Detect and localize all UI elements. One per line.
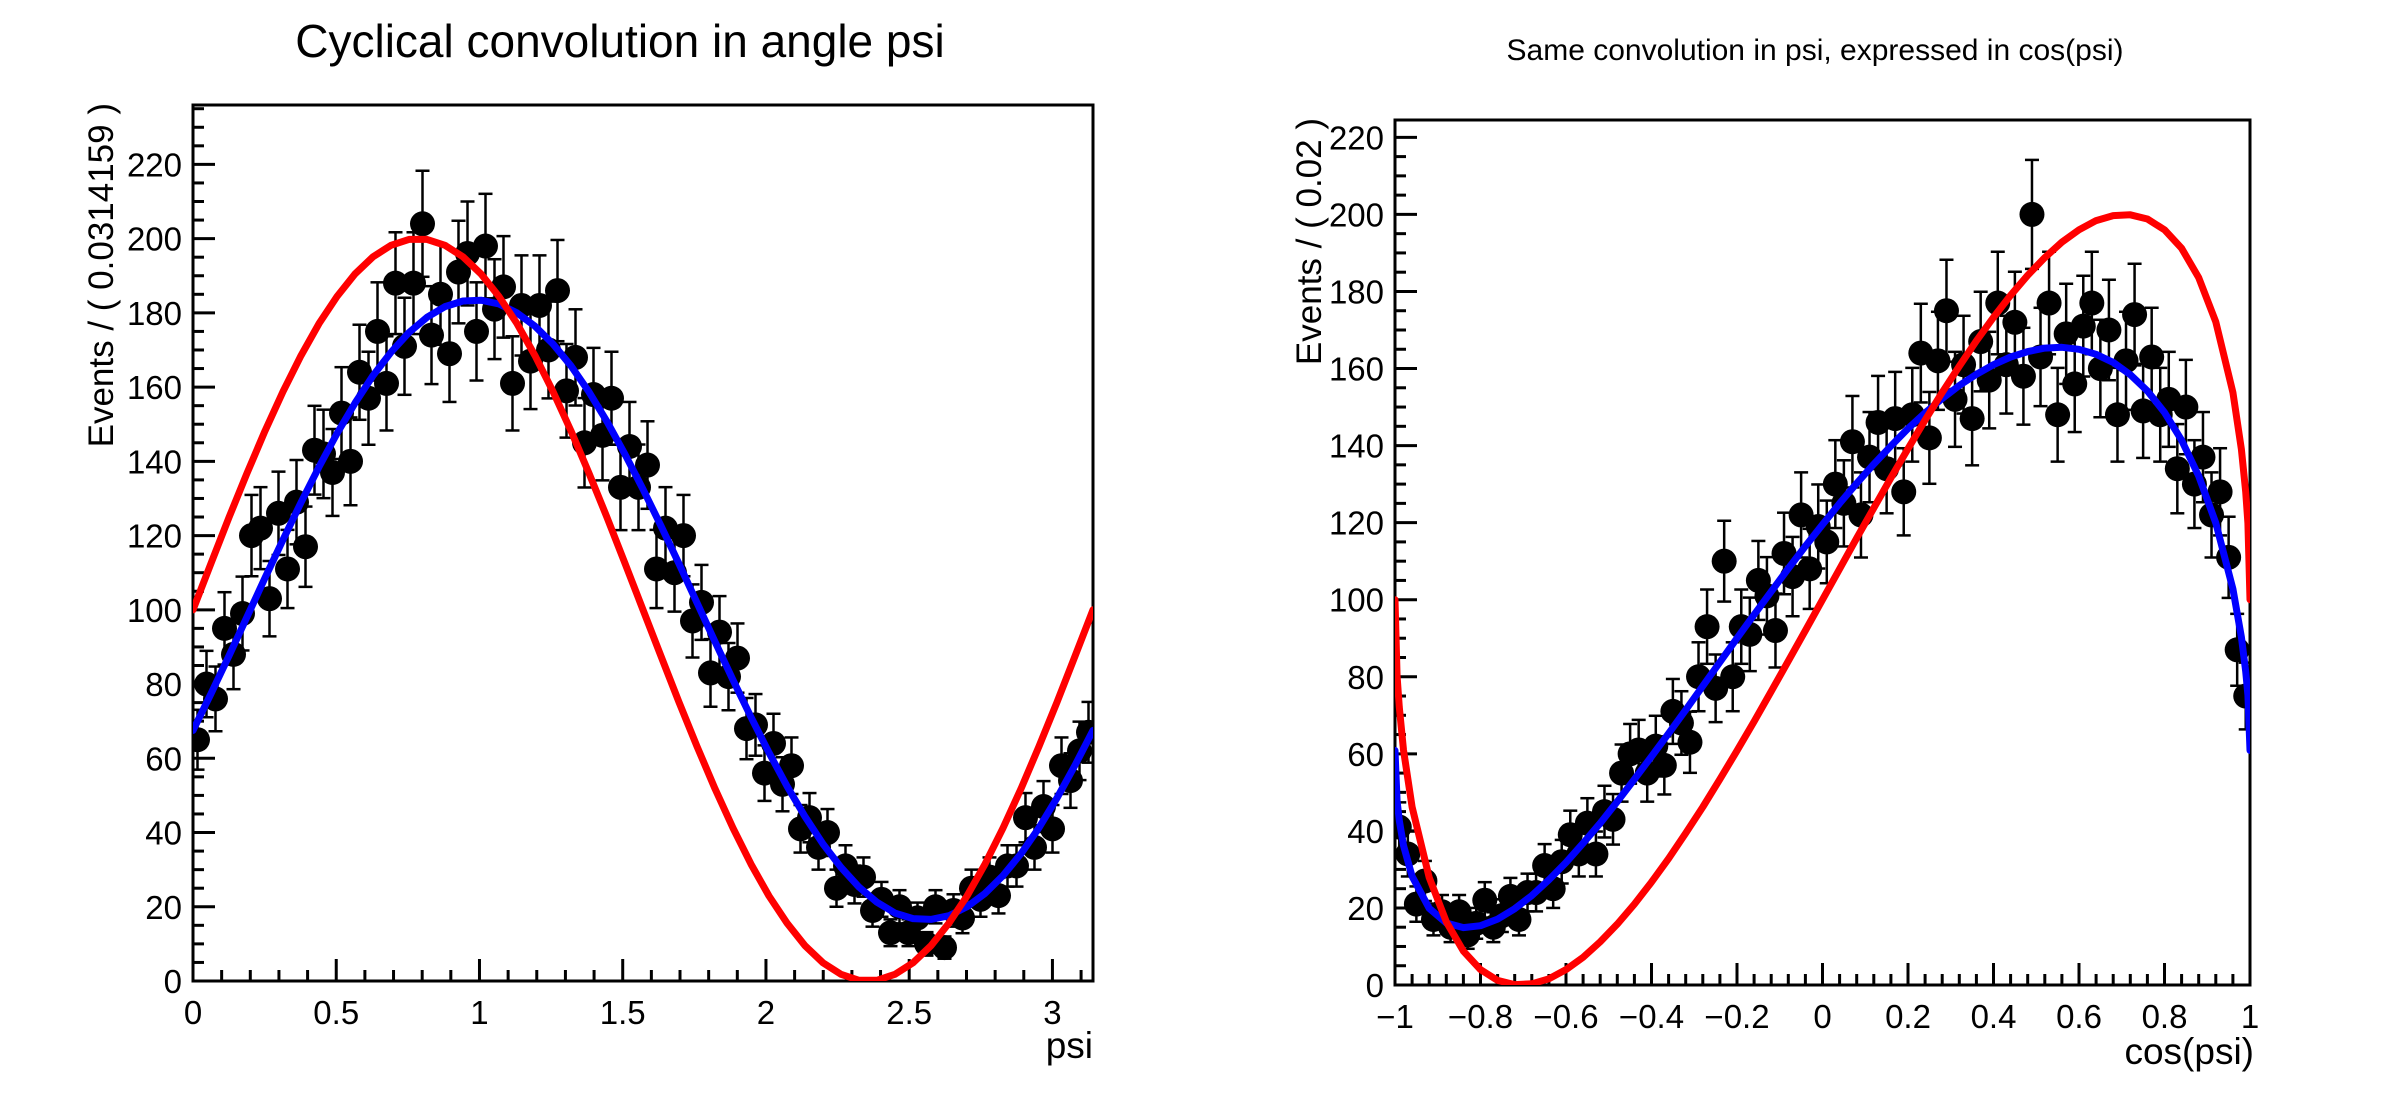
data-point — [2070, 274, 2096, 378]
data-point — [1472, 880, 1498, 920]
y-tick-label: 180 — [1329, 273, 1384, 310]
data-point — [1839, 394, 1865, 489]
data-point — [2045, 366, 2071, 463]
data-point — [2036, 250, 2062, 356]
y-tick-label: 60 — [1347, 736, 1384, 773]
data-point — [878, 918, 903, 948]
data-point — [2139, 306, 2165, 408]
y-tick-label: 220 — [1329, 119, 1384, 156]
data-point — [383, 231, 408, 336]
data-point — [1933, 258, 1959, 363]
data-point — [1040, 803, 1065, 854]
data-points — [193, 169, 1093, 961]
psi-plot: 0 20 40 60 80 100 120 140 160 180 200 220 0 0.5 1 1.5 2 2… — [127, 103, 1095, 1031]
data-point — [446, 219, 471, 325]
y-tick-label: 100 — [1329, 582, 1384, 619]
data-point — [374, 335, 399, 432]
data-point — [1711, 519, 1737, 603]
right-y-axis-title: Events / ( 0.02 ) — [1290, 118, 1329, 365]
left-y-axis-title: Events / ( 0.0314159 ) — [82, 103, 121, 447]
data-point — [293, 505, 318, 589]
data-point — [599, 350, 624, 446]
y-tick-label: 220 — [127, 146, 182, 183]
x-tick-label: 2 — [757, 994, 775, 1031]
data-point — [2122, 262, 2148, 367]
x-tick-label: −0.4 — [1619, 998, 1684, 1035]
smeared-model-curve — [1395, 343, 2250, 932]
y-tick-label: 20 — [1347, 890, 1384, 927]
plot-frame — [191, 103, 1095, 983]
data-point — [545, 238, 570, 343]
y-tick-label: 120 — [1329, 505, 1384, 542]
y-tick-label: 200 — [127, 221, 182, 258]
y-tick-label: 40 — [145, 815, 182, 852]
data-point — [347, 323, 372, 422]
data-point — [248, 485, 273, 571]
y-tick-label: 200 — [1329, 196, 1384, 233]
data-point — [608, 443, 633, 532]
y-tick-label: 180 — [127, 295, 182, 332]
data-point — [1694, 588, 1720, 666]
x-tick-label: −0.2 — [1704, 998, 1769, 1035]
y-tick-label: 160 — [1329, 351, 1384, 388]
axis-ticks — [1393, 135, 2252, 987]
y-tick-label: 120 — [127, 518, 182, 555]
y-tick-label: 0 — [164, 963, 182, 1000]
data-point — [1720, 641, 1746, 713]
y-tick-label: 40 — [1347, 813, 1384, 850]
data-point — [2104, 366, 2130, 463]
data-point — [2019, 158, 2045, 271]
x-tick-label: 0.2 — [1885, 998, 1931, 1035]
y-tick-label: 80 — [1347, 659, 1384, 696]
y-tick-label: 20 — [145, 889, 182, 926]
axis-tick-labels: 0 20 40 60 80 100 120 140 160 180 200 220 −1 −0.8 −0.6… — [1329, 119, 2259, 1035]
y-tick-label: 100 — [127, 592, 182, 629]
y-tick-label: 140 — [127, 443, 182, 480]
data-point — [2207, 446, 2233, 537]
x-tick-label: −0.8 — [1448, 998, 1513, 1035]
x-tick-label: 3 — [1043, 994, 1061, 1031]
data-point — [338, 416, 363, 507]
x-tick-label: 0.4 — [1971, 998, 2017, 1035]
axis-ticks — [191, 107, 1083, 983]
right-x-axis-title: cos(psi) — [2124, 1031, 2254, 1072]
right-plot-title: Same convolution in psi, expressed in co… — [1507, 34, 2124, 67]
x-tick-label: −1 — [1376, 998, 1414, 1035]
x-tick-label: −0.6 — [1533, 998, 1598, 1035]
x-tick-label: 1 — [2241, 998, 2259, 1035]
data-point — [527, 254, 552, 357]
x-tick-label: 0.8 — [2142, 998, 2188, 1035]
data-point — [779, 736, 804, 796]
x-tick-label: 1.5 — [600, 994, 646, 1031]
data-point — [671, 493, 696, 578]
y-tick-label: 140 — [1329, 428, 1384, 465]
x-tick-label: 0 — [1813, 998, 1831, 1035]
smeared-model-curve — [193, 296, 1093, 923]
x-tick-label: 0 — [184, 994, 202, 1031]
y-tick-label: 80 — [145, 666, 182, 703]
left-x-axis-title: psi — [1046, 1025, 1093, 1066]
y-tick-label: 60 — [145, 740, 182, 777]
data-point — [1583, 830, 1609, 878]
data-points — [1395, 158, 2250, 951]
data-point — [1959, 370, 1985, 467]
ideal-physics-curve — [193, 235, 1093, 981]
x-tick-label: 0.6 — [2056, 998, 2102, 1035]
cospsi-plot: 0 20 40 60 80 100 120 140 160 180 200 220 −1 −0.8 −0.6… — [1329, 118, 2259, 1035]
x-tick-label: 1 — [470, 994, 488, 1031]
x-tick-label: 2.5 — [886, 994, 932, 1031]
data-point — [500, 335, 525, 432]
left-plot-title: Cyclical convolution in angle psi — [295, 15, 944, 67]
axis-tick-labels: 0 20 40 60 80 100 120 140 160 180 200 220 0 0.5 1 1.5 2 2… — [127, 146, 1062, 1031]
x-tick-label: 0.5 — [313, 994, 359, 1031]
y-tick-label: 160 — [127, 369, 182, 406]
ideal-physics-curve — [1395, 211, 2250, 985]
data-point — [410, 169, 435, 279]
y-tick-label: 0 — [1366, 967, 1384, 1004]
data-point — [2010, 326, 2036, 426]
